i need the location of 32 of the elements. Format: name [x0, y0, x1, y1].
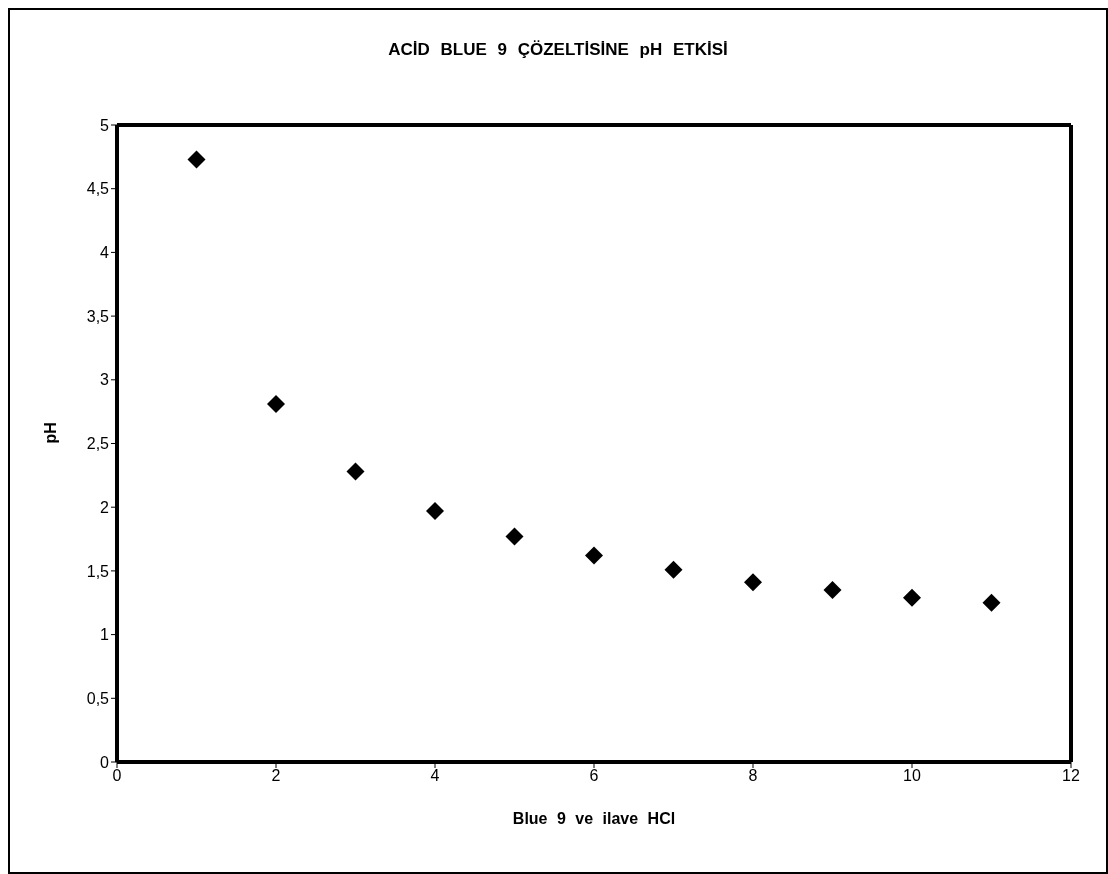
- x-tick-label: 0: [112, 767, 122, 785]
- point: [505, 527, 524, 546]
- point: [187, 150, 206, 169]
- y-tick-label: 4: [100, 244, 110, 262]
- point: [982, 593, 1001, 612]
- y-tick-label: 3: [100, 371, 110, 389]
- point: [823, 581, 842, 600]
- point: [426, 502, 444, 521]
- y-tick-label: 1: [100, 626, 110, 644]
- y-tick-label: 4,5: [86, 180, 110, 198]
- point: [267, 395, 285, 414]
- x-tick-label: 2: [271, 767, 281, 785]
- x-tick-label: 8: [748, 767, 758, 785]
- x-tick-label: 12: [1062, 767, 1080, 785]
- x-tick-label: 6: [589, 767, 599, 785]
- y-tick-label: 0,5: [86, 689, 110, 707]
- y-tick-label: 2,5: [86, 435, 110, 453]
- y-axis-title: pH: [41, 422, 59, 444]
- point: [903, 588, 921, 607]
- point: [744, 573, 762, 592]
- x-tick-label: 4: [430, 767, 440, 785]
- x-tick-label: 10: [903, 767, 921, 785]
- point: [664, 560, 683, 579]
- y-tick-label: 2: [100, 498, 110, 516]
- y-tick-label: 1,5: [86, 562, 110, 580]
- x-axis-title: Blue 9 ve ilave HCl: [512, 810, 676, 827]
- y-tick-label: 3,5: [86, 307, 110, 325]
- y-tick-label: 5: [100, 116, 110, 134]
- point: [346, 462, 365, 481]
- y-tick-label: 0: [100, 753, 110, 771]
- chart-title: ACİD BLUE 9 ÇÖZELTİSİNE pH ETKİSİ: [387, 40, 729, 60]
- point: [585, 546, 603, 565]
